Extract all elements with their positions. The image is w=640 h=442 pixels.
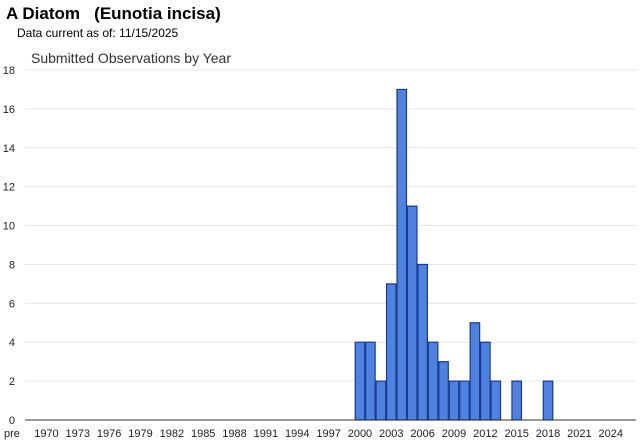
chart-title: Submitted Observations by Year [31, 50, 231, 66]
bar-2004 [396, 88, 408, 421]
bar-2018 [542, 380, 554, 421]
x-tick-label-pre: pre [4, 428, 20, 440]
data-current-label: Data current as of: 11/15/2025 [17, 26, 179, 40]
x-tick-label-1970: 1970 [34, 428, 58, 440]
bar-2008 [438, 361, 449, 421]
x-tick-label-2018: 2018 [536, 428, 560, 440]
x-axis-ticks: pre 1970 1973 1976 1979 1982 1985 1988 1991 1994 1… [4, 428, 623, 440]
y-tick-label-4: 4 [9, 337, 15, 349]
y-tick-label-0: 0 [9, 415, 15, 427]
bar-2010 [459, 380, 470, 421]
x-tick-label-1973: 1973 [66, 428, 90, 440]
bar-2003 [385, 283, 397, 421]
x-tick-label-1982: 1982 [160, 428, 184, 440]
bar-2007 [427, 341, 439, 421]
y-tick-label-10: 10 [3, 221, 15, 233]
bar-2006 [417, 263, 428, 421]
y-tick-label-8: 8 [9, 259, 15, 271]
bar-2009 [448, 380, 460, 421]
x-tick-label-1991: 1991 [254, 428, 278, 440]
y-axis-ticks: 0 2 4 6 8 10 12 14 16 18 [3, 65, 15, 427]
x-tick-label-2003: 2003 [379, 428, 403, 440]
y-tick-label-6: 6 [9, 298, 15, 310]
x-tick-label-1985: 1985 [191, 428, 215, 440]
x-tick-label-2021: 2021 [567, 428, 591, 440]
x-tick-label-2024: 2024 [599, 428, 623, 440]
gridlines [25, 69, 636, 382]
x-tick-label-1997: 1997 [316, 428, 340, 440]
x-tick-label-1976: 1976 [97, 428, 121, 440]
bars [354, 88, 554, 421]
x-tick-label-2000: 2000 [348, 428, 372, 440]
bar-2002 [375, 380, 387, 421]
y-tick-label-16: 16 [3, 104, 15, 116]
y-tick-label-18: 18 [3, 65, 15, 77]
x-tick-label-1988: 1988 [222, 428, 246, 440]
y-tick-label-12: 12 [3, 182, 15, 194]
bar-2013 [490, 380, 502, 421]
x-tick-label-2012: 2012 [473, 428, 497, 440]
x-tick-label-2015: 2015 [504, 428, 528, 440]
y-tick-label-14: 14 [3, 143, 15, 155]
bar-2005 [406, 205, 418, 421]
x-tick-label-2009: 2009 [442, 428, 466, 440]
bar-2011 [469, 322, 481, 421]
x-tick-label-1979: 1979 [128, 428, 152, 440]
bar-2001 [365, 341, 376, 421]
y-tick-label-2: 2 [9, 376, 15, 388]
bar-2012 [480, 341, 491, 421]
x-tick-label-2006: 2006 [410, 428, 434, 440]
page-title: A Diatom (Eunotia incisa) [6, 4, 221, 23]
bar-2000 [354, 341, 366, 421]
bar-2015 [511, 380, 523, 421]
x-tick-label-1994: 1994 [285, 428, 309, 440]
